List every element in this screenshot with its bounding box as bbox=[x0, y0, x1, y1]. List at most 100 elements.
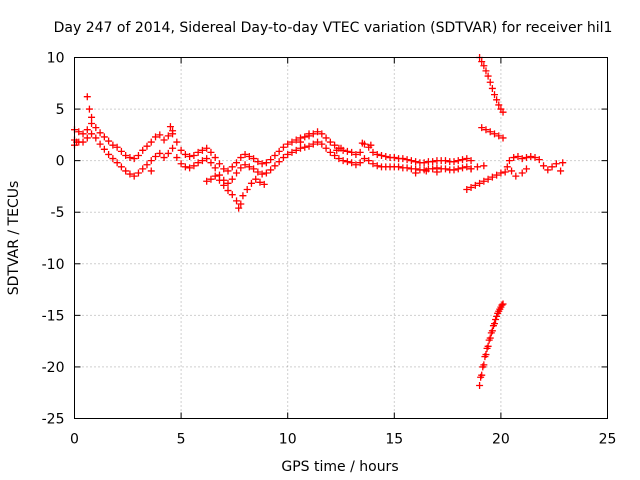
data-point bbox=[476, 381, 484, 389]
data-point bbox=[480, 62, 488, 70]
x-tick-label: 15 bbox=[385, 432, 403, 448]
data-point bbox=[343, 158, 351, 166]
data-point bbox=[252, 175, 260, 183]
axis-ticks bbox=[74, 57, 608, 419]
data-point bbox=[486, 78, 494, 86]
y-tick-label: -15 bbox=[42, 308, 65, 324]
data-point bbox=[130, 172, 138, 180]
data-point bbox=[373, 162, 381, 170]
data-point bbox=[147, 157, 155, 165]
data-point bbox=[275, 147, 283, 155]
data-point bbox=[510, 154, 518, 162]
data-point bbox=[367, 141, 375, 149]
y-tick-label: -25 bbox=[42, 412, 65, 428]
data-point bbox=[480, 177, 488, 185]
data-point bbox=[139, 146, 147, 154]
data-point bbox=[198, 146, 206, 154]
data-point bbox=[301, 133, 309, 141]
data-point bbox=[318, 130, 326, 138]
data-point bbox=[164, 132, 172, 140]
data-point bbox=[164, 149, 172, 157]
data-point bbox=[559, 159, 567, 167]
data-point bbox=[160, 136, 168, 144]
data-point bbox=[190, 162, 198, 170]
data-point bbox=[498, 301, 506, 309]
y-tick-label: 0 bbox=[56, 154, 65, 170]
data-point bbox=[499, 108, 507, 116]
x-tick-label: 0 bbox=[70, 432, 79, 448]
data-point bbox=[147, 138, 155, 146]
data-point bbox=[237, 164, 245, 172]
data-point bbox=[420, 159, 428, 167]
data-point bbox=[356, 159, 364, 167]
data-point bbox=[211, 154, 219, 162]
data-point bbox=[484, 72, 492, 80]
data-point bbox=[522, 165, 530, 173]
grid-lines bbox=[74, 57, 608, 419]
data-point bbox=[512, 172, 520, 180]
data-point bbox=[429, 165, 437, 173]
data-point bbox=[339, 157, 347, 165]
y-tick-labels: -25 -20 -15 -10 -5 0 5 10 bbox=[42, 51, 65, 428]
data-point bbox=[96, 140, 104, 148]
data-point bbox=[194, 148, 202, 156]
data-point bbox=[235, 204, 243, 212]
data-point bbox=[483, 344, 491, 352]
data-point bbox=[491, 130, 499, 138]
data-point bbox=[326, 138, 334, 146]
data-point bbox=[147, 167, 155, 175]
data-point bbox=[322, 144, 330, 152]
x-tick-label: 5 bbox=[177, 432, 186, 448]
data-point bbox=[407, 157, 415, 165]
data-point bbox=[117, 147, 125, 155]
data-point bbox=[463, 186, 471, 194]
data-point bbox=[224, 179, 232, 187]
data-point bbox=[109, 155, 117, 163]
data-point bbox=[399, 155, 407, 163]
data-point bbox=[487, 329, 495, 337]
data-point bbox=[489, 322, 497, 330]
data-point bbox=[441, 157, 449, 165]
data-point bbox=[369, 148, 377, 156]
data-point bbox=[454, 165, 462, 173]
data-point bbox=[356, 148, 364, 156]
data-point bbox=[467, 183, 475, 191]
data-point bbox=[473, 163, 481, 171]
data-point bbox=[203, 155, 211, 163]
data-point bbox=[467, 157, 475, 165]
data-point bbox=[459, 156, 467, 164]
data-point bbox=[557, 167, 565, 175]
data-point bbox=[79, 138, 87, 146]
data-point bbox=[499, 134, 507, 142]
data-point bbox=[485, 336, 493, 344]
data-point bbox=[88, 113, 96, 121]
data-point bbox=[275, 158, 283, 166]
data-point bbox=[288, 138, 296, 146]
plot-frame bbox=[74, 57, 608, 419]
data-point bbox=[113, 143, 121, 151]
data-point bbox=[279, 143, 287, 151]
chart-title: Day 247 of 2014, Sidereal Day-to-day VTE… bbox=[54, 20, 613, 36]
data-point bbox=[156, 149, 164, 157]
data-point bbox=[156, 131, 164, 139]
data-point bbox=[122, 151, 130, 159]
data-point bbox=[247, 179, 255, 187]
data-point bbox=[331, 151, 339, 159]
data-point bbox=[220, 165, 228, 173]
data-point bbox=[224, 167, 232, 175]
data-point bbox=[369, 160, 377, 168]
x-tick-labels: 0 5 10 15 20 25 bbox=[70, 432, 616, 448]
data-point bbox=[496, 305, 504, 313]
data-point bbox=[352, 150, 360, 158]
data-point bbox=[301, 143, 309, 151]
data-point bbox=[105, 150, 113, 158]
data-point bbox=[215, 176, 223, 184]
data-point bbox=[207, 175, 215, 183]
data-point bbox=[198, 157, 206, 165]
data-point bbox=[314, 138, 322, 146]
data-point bbox=[177, 146, 185, 154]
data-point bbox=[250, 155, 258, 163]
data-point bbox=[395, 163, 403, 171]
data-point bbox=[412, 158, 420, 166]
data-point bbox=[92, 124, 100, 132]
